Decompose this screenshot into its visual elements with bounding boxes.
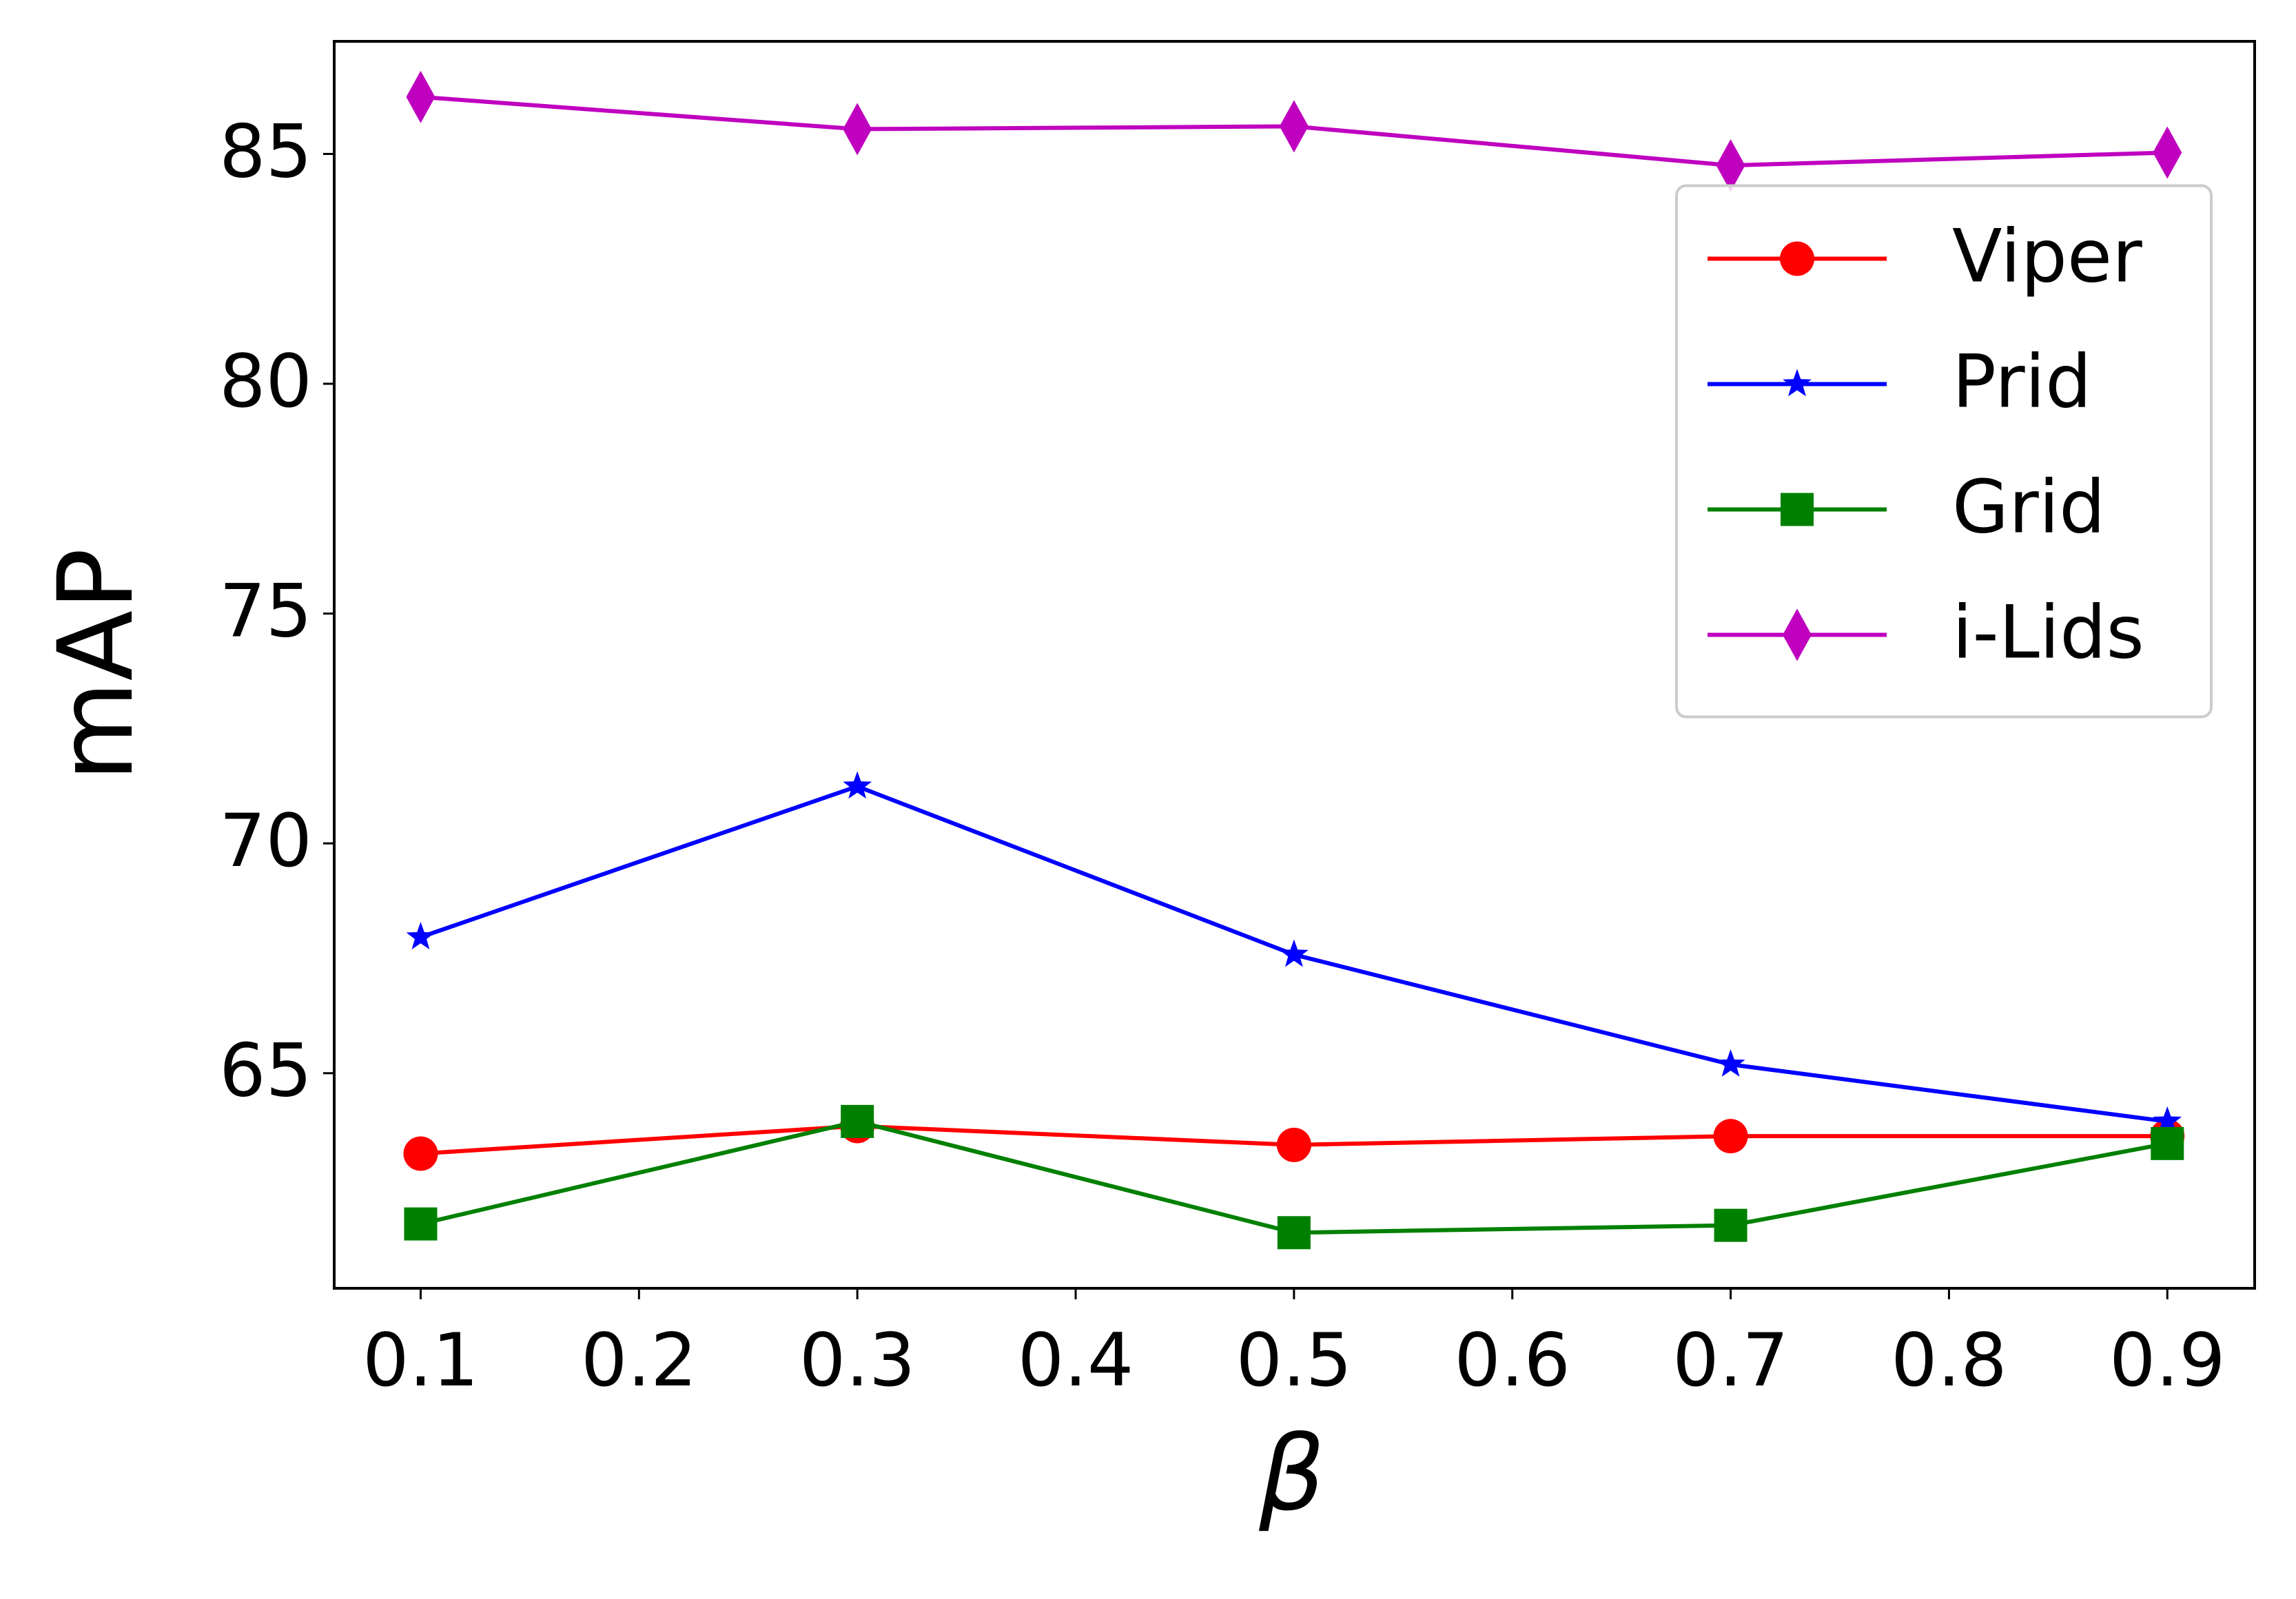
legend-box: [1675, 184, 2213, 719]
x-tick-label: 0.8: [1891, 1318, 2007, 1403]
x-axis-label: β: [1258, 1414, 1325, 1534]
data-point: [2153, 126, 2182, 179]
legend-marker: [1783, 608, 1812, 661]
y-tick-label: 75: [219, 568, 312, 653]
legend-marker: [1783, 369, 1812, 397]
data-point: [406, 70, 435, 123]
x-tick-label: 0.5: [1236, 1318, 1353, 1403]
data-point: [1716, 1049, 1745, 1077]
x-tick-label: 0.1: [362, 1318, 479, 1403]
data-point: [2151, 1126, 2184, 1160]
x-tick-label: 0.9: [2109, 1318, 2226, 1403]
x-tick-label: 0.7: [1672, 1318, 1789, 1403]
data-point: [1279, 939, 1309, 967]
data-point: [843, 771, 872, 799]
legend-marker: [1780, 241, 1814, 276]
data-point: [406, 922, 435, 950]
y-tick-label: 70: [219, 798, 312, 883]
data-point: [1276, 1127, 1311, 1162]
legend-label: i-Lids: [1952, 590, 2144, 674]
legend-marker: [1781, 493, 1814, 526]
y-tick-label: 80: [219, 339, 312, 424]
data-point: [404, 1207, 438, 1241]
data-point: [403, 1136, 438, 1171]
y-tick-label: 85: [219, 109, 312, 194]
legend-label: Viper: [1952, 214, 2142, 298]
data-point: [841, 1104, 874, 1138]
data-point: [1279, 100, 1309, 153]
x-tick-label: 0.3: [799, 1318, 916, 1403]
x-tick-label: 0.2: [581, 1318, 697, 1403]
legend-label: Prid: [1952, 339, 2091, 424]
x-tick-label: 0.4: [1018, 1318, 1134, 1403]
data-point: [2153, 1106, 2182, 1134]
y-axis-label: mAP: [37, 548, 156, 781]
data-point: [1277, 1216, 1311, 1250]
data-point: [1716, 139, 1745, 192]
x-tick-label: 0.6: [1454, 1318, 1570, 1403]
data-point: [1714, 1208, 1747, 1242]
data-point: [1713, 1119, 1748, 1154]
data-point: [843, 103, 872, 156]
y-tick-label: 65: [219, 1029, 312, 1113]
legend-label: Grid: [1952, 464, 2105, 549]
